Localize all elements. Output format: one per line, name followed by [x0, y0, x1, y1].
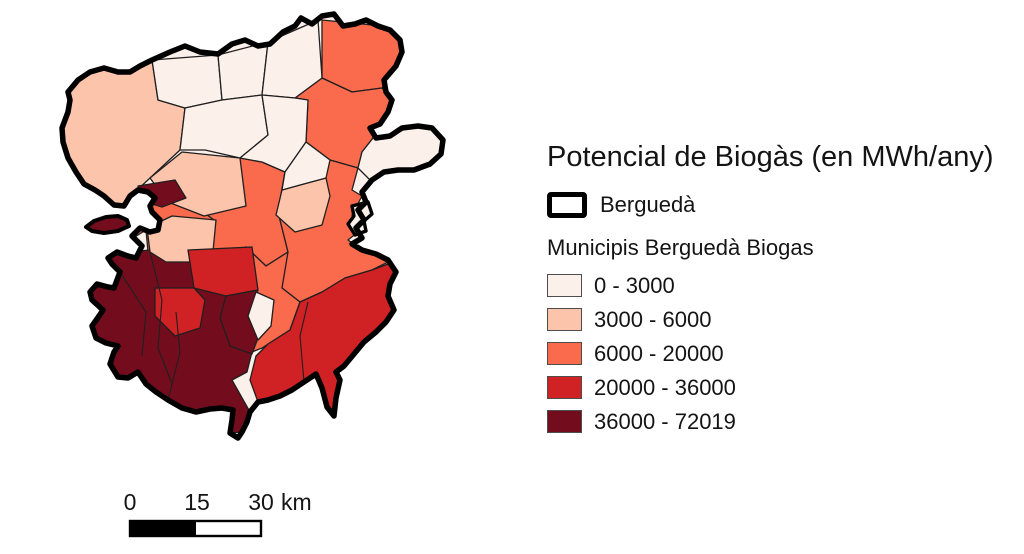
- municipality-border: [119, 271, 147, 357]
- municipality: [187, 246, 259, 297]
- scale-bar-frame: [128, 519, 263, 538]
- legend-class-row: 3000 - 6000: [547, 307, 1017, 332]
- scale-bar: 0 15 30 km: [124, 489, 312, 538]
- scale-bar-segment-black: [130, 521, 196, 536]
- municipality: [247, 291, 275, 341]
- legend-class-row: 36000 - 72019: [547, 409, 1017, 434]
- exclave-island: [84, 214, 131, 235]
- class-swatch-2: [547, 308, 582, 331]
- class-label-2: 3000 - 6000: [594, 306, 712, 332]
- legend-class-row: 0 - 3000: [547, 273, 1017, 298]
- municipality: [154, 287, 206, 337]
- class-label-3: 6000 - 20000: [594, 340, 724, 366]
- scale-tick-0: 0: [124, 489, 137, 515]
- legend-boundary-row: Berguedà: [547, 191, 1017, 219]
- legend-class-row: 20000 - 36000: [547, 375, 1017, 400]
- boundary-swatch: [547, 192, 587, 218]
- municipality-border: [149, 251, 173, 385]
- municipality-border: [167, 311, 181, 401]
- class-swatch-5: [547, 410, 582, 433]
- municipality: [281, 141, 331, 191]
- scale-tick-30: 30: [248, 489, 274, 515]
- class-label-4: 20000 - 36000: [594, 374, 736, 400]
- comarca-outline: [59, 11, 446, 441]
- class-label-1: 0 - 3000: [594, 272, 675, 298]
- legend-title: Potencial de Biogàs (en MWh/any): [547, 141, 994, 173]
- municipality-border: [299, 301, 309, 383]
- municipality: [151, 54, 223, 109]
- legend: Potencial de Biogàs (en MWh/any) Bergued…: [547, 141, 1017, 443]
- scale-bar-segment-white: [196, 521, 261, 536]
- scale-unit: km: [281, 489, 312, 515]
- class-label-5: 36000 - 72019: [594, 408, 736, 434]
- class-swatch-4: [547, 376, 582, 399]
- scale-tick-15: 15: [184, 489, 210, 515]
- legend-layer-title: Municipis Berguedà Biogas: [547, 235, 814, 260]
- boundary-label: Berguedà: [600, 192, 696, 217]
- class-swatch-3: [547, 342, 582, 365]
- legend-class-row: 6000 - 20000: [547, 341, 1017, 366]
- class-swatch-1: [547, 274, 582, 297]
